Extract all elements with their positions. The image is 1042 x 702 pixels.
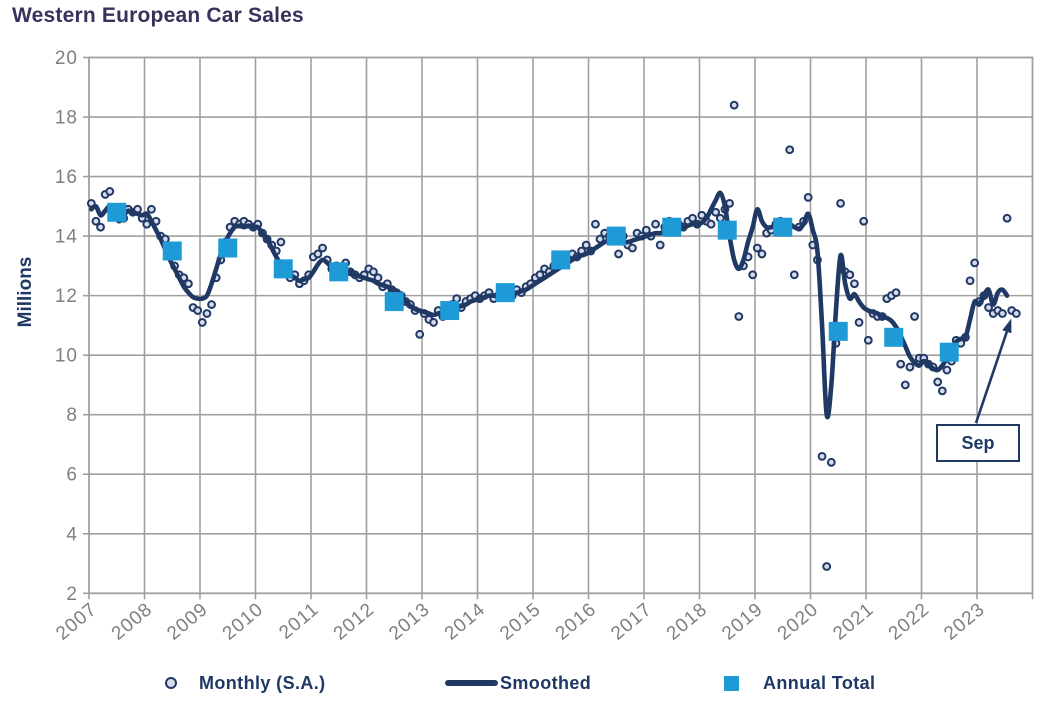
- svg-text:2012: 2012: [330, 599, 379, 645]
- y-axis-labels: 20 18 16 14 12 10 8 6 4 2: [55, 48, 78, 605]
- svg-text:2009: 2009: [163, 599, 212, 645]
- svg-text:6: 6: [66, 465, 78, 486]
- chart-title: Western European Car Sales: [12, 4, 304, 27]
- legend-item-annual: Annual Total: [724, 668, 875, 698]
- svg-text:2010: 2010: [219, 599, 268, 645]
- svg-text:2018: 2018: [663, 599, 712, 645]
- x-axis-labels: 2007 2008 2009 2010 2011 2012 2013 2014 2015 2016…: [52, 599, 989, 645]
- legend-label-annual: Annual Total: [763, 672, 876, 693]
- legend-label-smoothed: Smoothed: [500, 672, 592, 693]
- gridlines: [88, 56, 1034, 595]
- smoothed-line-marker-icon: [445, 680, 498, 686]
- axis-ticks: [83, 56, 1034, 600]
- svg-text:2014: 2014: [441, 599, 490, 645]
- svg-text:2022: 2022: [885, 599, 934, 645]
- svg-text:20: 20: [55, 48, 78, 69]
- svg-text:2020: 2020: [774, 599, 823, 645]
- svg-text:2016: 2016: [552, 599, 601, 645]
- sep-annotation-label: Sep: [961, 432, 995, 453]
- svg-text:2011: 2011: [275, 599, 323, 644]
- legend: Monthly (S.A.) Smoothed Annual Total: [0, 668, 1042, 698]
- svg-text:14: 14: [55, 227, 78, 248]
- svg-text:16: 16: [55, 167, 78, 188]
- monthly-series: [86, 100, 1021, 571]
- monthly-circle-marker-icon: [165, 677, 177, 689]
- legend-item-smoothed: Smoothed: [445, 668, 591, 698]
- svg-text:18: 18: [55, 108, 78, 129]
- svg-text:2015: 2015: [496, 599, 545, 645]
- annual-square-marker-icon: [724, 675, 739, 691]
- svg-text:2019: 2019: [718, 599, 767, 645]
- svg-text:2013: 2013: [385, 599, 434, 645]
- svg-text:2008: 2008: [108, 599, 157, 645]
- sep-annotation-arrow: [974, 318, 1012, 424]
- svg-text:2023: 2023: [940, 599, 989, 645]
- svg-text:2007: 2007: [52, 599, 101, 645]
- legend-label-monthly: Monthly (S.A.): [199, 672, 326, 693]
- sep-annotation-box: Sep: [936, 424, 1020, 462]
- legend-item-monthly: Monthly (S.A.): [165, 668, 326, 698]
- svg-text:2: 2: [66, 584, 78, 605]
- smoothed-series: [89, 190, 1010, 420]
- svg-text:2021: 2021: [829, 599, 878, 645]
- svg-text:10: 10: [55, 346, 78, 367]
- svg-text:8: 8: [66, 405, 78, 426]
- y-axis-title: Millions: [15, 257, 36, 328]
- svg-text:12: 12: [55, 286, 78, 307]
- annual-total-series: [107, 202, 959, 362]
- svg-text:2017: 2017: [607, 599, 656, 645]
- svg-text:4: 4: [66, 524, 78, 545]
